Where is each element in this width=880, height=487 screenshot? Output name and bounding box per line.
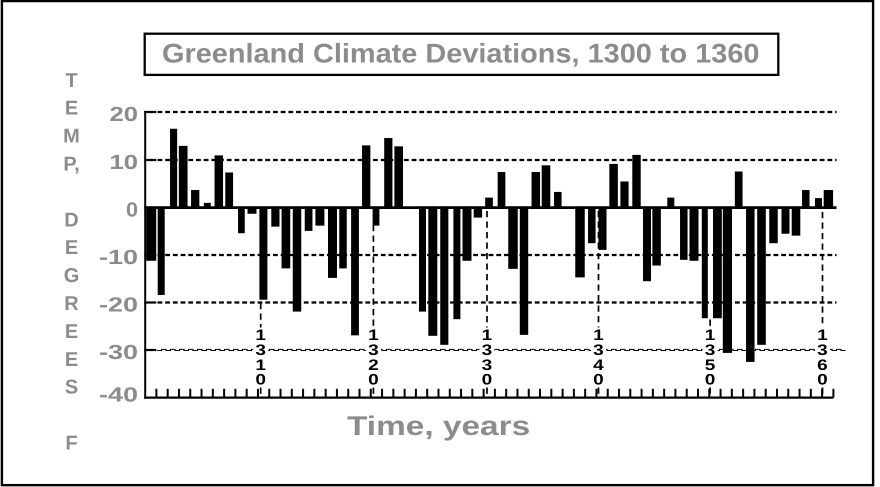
svg-text:3: 3 xyxy=(482,342,493,359)
svg-text:20: 20 xyxy=(110,103,139,126)
svg-text:0: 0 xyxy=(482,372,493,389)
svg-text:Greenland Climate Deviations,: Greenland Climate Deviations, 1300 to 13… xyxy=(162,39,760,69)
svg-text:0: 0 xyxy=(593,372,604,389)
svg-text:6: 6 xyxy=(817,357,828,374)
svg-text:0: 0 xyxy=(817,372,828,389)
svg-text:T: T xyxy=(65,70,77,92)
svg-text:3: 3 xyxy=(817,342,828,359)
svg-text:E: E xyxy=(65,98,78,120)
svg-text:S: S xyxy=(65,377,78,399)
svg-text:1: 1 xyxy=(705,327,716,344)
svg-text:-20: -20 xyxy=(99,293,138,316)
svg-text:10: 10 xyxy=(110,151,139,174)
svg-text:E: E xyxy=(65,237,78,259)
svg-text:0: 0 xyxy=(705,372,716,389)
svg-text:E: E xyxy=(65,349,78,371)
svg-text:R: R xyxy=(64,293,79,315)
svg-text:3: 3 xyxy=(255,342,266,359)
svg-text:1: 1 xyxy=(593,327,604,344)
svg-text:M: M xyxy=(63,126,80,148)
svg-text:0: 0 xyxy=(368,372,379,389)
svg-text:3: 3 xyxy=(593,342,604,359)
svg-text:2: 2 xyxy=(368,357,379,374)
svg-text:G: G xyxy=(64,265,80,287)
svg-text:1: 1 xyxy=(368,327,379,344)
svg-text:P,: P, xyxy=(63,154,79,176)
svg-text:D: D xyxy=(64,209,78,231)
svg-text:1: 1 xyxy=(482,327,493,344)
svg-text:3: 3 xyxy=(705,342,716,359)
svg-text:5: 5 xyxy=(705,357,716,374)
svg-text:0: 0 xyxy=(126,198,138,221)
svg-text:1: 1 xyxy=(255,327,266,344)
svg-text:3: 3 xyxy=(482,357,493,374)
svg-text:1: 1 xyxy=(255,357,266,374)
svg-text:-10: -10 xyxy=(99,246,138,269)
svg-text:0: 0 xyxy=(255,372,266,389)
svg-text:-30: -30 xyxy=(99,341,138,364)
svg-text:-40: -40 xyxy=(99,384,138,407)
svg-text:3: 3 xyxy=(368,342,379,359)
svg-text:E: E xyxy=(65,321,78,343)
svg-text:4: 4 xyxy=(593,357,604,374)
svg-text:F: F xyxy=(65,433,77,455)
svg-text:1: 1 xyxy=(817,327,828,344)
svg-text:Time, years: Time, years xyxy=(347,411,530,441)
